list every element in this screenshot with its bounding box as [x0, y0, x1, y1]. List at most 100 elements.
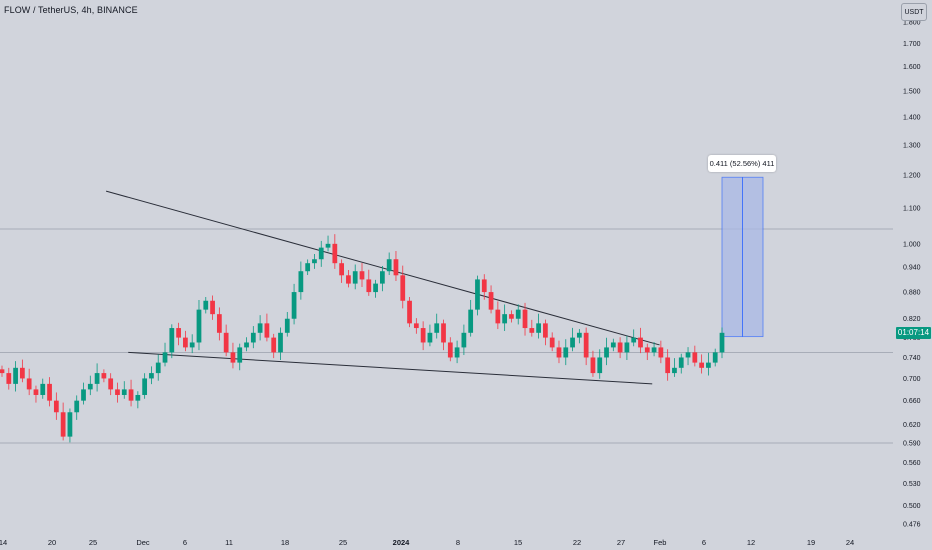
candle: [346, 270, 351, 288]
price-tick-label: 0.500: [903, 503, 921, 510]
time-tick-label: 25: [89, 538, 97, 547]
candle: [26, 368, 32, 396]
candle: [481, 274, 487, 300]
candle: [386, 252, 392, 276]
candle: [250, 326, 256, 349]
candle: [101, 369, 107, 383]
symbol-title[interactable]: FLOW / TetherUS, 4h, BINANCE: [4, 5, 138, 15]
candle: [678, 353, 684, 374]
candle: [617, 337, 623, 359]
price-tick-label: 1.100: [903, 205, 921, 212]
candle: [149, 366, 154, 385]
candle: [332, 234, 338, 269]
candle: [108, 373, 114, 396]
candle: [692, 345, 698, 367]
time-tick-label: 22: [573, 538, 581, 547]
candle: [454, 340, 460, 364]
candle: [13, 361, 18, 392]
candle: [325, 235, 331, 252]
candle: [162, 342, 168, 367]
time-tick-label: 2024: [393, 538, 411, 547]
candle: [305, 259, 311, 276]
candle: [624, 335, 630, 361]
candle: [169, 324, 175, 359]
candle: [155, 354, 161, 381]
time-axis[interactable]: 14 20 25 Dec 6 11 18 25 2024 8 15 22 27 Feb 6 12 19 24: [0, 538, 854, 547]
candle: [563, 339, 569, 366]
candle: [318, 240, 324, 267]
candle: [549, 332, 555, 352]
price-tick-label: 0.530: [903, 481, 921, 488]
candle: [20, 359, 25, 383]
candle: [230, 342, 236, 369]
time-tick-label: 11: [225, 538, 233, 547]
price-tick-label: 1.600: [903, 64, 921, 71]
candle: [312, 253, 317, 269]
candle: [468, 299, 474, 337]
candle: [291, 283, 297, 325]
candle: [543, 319, 548, 346]
candle: [81, 382, 86, 405]
candle: [216, 307, 222, 341]
candle: [121, 381, 127, 399]
candle: [47, 377, 52, 407]
time-tick-label: 24: [846, 538, 854, 547]
candle: [264, 313, 270, 342]
candle: [67, 408, 73, 443]
candle: [488, 285, 494, 314]
time-tick-label: 14: [0, 538, 7, 547]
candle: [699, 354, 704, 374]
candles: [0, 234, 725, 443]
candle: [271, 333, 277, 359]
candle: [644, 343, 650, 361]
candle: [196, 299, 202, 351]
measure-tool[interactable]: [721, 176, 764, 338]
price-tick-label: 0.560: [903, 460, 921, 467]
trendline-lower[interactable]: [128, 351, 653, 385]
candle: [223, 324, 229, 357]
currency-selector[interactable]: USDT: [901, 3, 927, 21]
candle: [672, 358, 677, 377]
time-tick-label: 20: [48, 538, 56, 547]
candle: [352, 264, 358, 290]
candle: [284, 311, 290, 337]
candle: [237, 343, 243, 371]
candle: [502, 304, 508, 331]
price-tick-label: 1.800: [903, 20, 921, 27]
candle: [33, 385, 39, 403]
candle: [658, 340, 664, 364]
candle: [522, 302, 528, 336]
candle: [60, 402, 66, 441]
candle: [610, 338, 616, 352]
time-tick-label: 6: [183, 538, 187, 547]
candle: [53, 392, 59, 420]
candle: [298, 261, 304, 300]
price-axis[interactable]: 1.800 1.700 1.600 1.500 1.400 1.300 1.200 1.100…: [903, 20, 921, 529]
candle: [441, 319, 446, 351]
price-tick-label: 0.660: [903, 398, 921, 405]
candle: [135, 391, 141, 409]
trendlines[interactable]: [105, 190, 660, 385]
candle: [719, 327, 725, 359]
time-tick-label: 15: [514, 538, 522, 547]
time-tick-label: 18: [281, 538, 289, 547]
candle: [536, 313, 541, 339]
candle: [529, 319, 535, 337]
candle: [278, 327, 283, 361]
candle: [475, 275, 480, 316]
candle: [400, 265, 406, 309]
price-tick-label: 1.200: [903, 173, 921, 180]
price-tick-label: 0.620: [903, 422, 921, 429]
candle: [257, 315, 263, 341]
price-tick-label: 1.500: [903, 88, 921, 95]
price-tick-label: 1.000: [903, 241, 921, 248]
candle: [461, 324, 467, 356]
time-tick-label: 25: [339, 538, 347, 547]
trendline-upper[interactable]: [105, 190, 660, 346]
candle: [210, 295, 215, 320]
candle: [339, 259, 344, 283]
price-tick-label: 0.740: [903, 355, 921, 362]
measure-label: 0.411 (52.56%) 411: [708, 155, 776, 172]
